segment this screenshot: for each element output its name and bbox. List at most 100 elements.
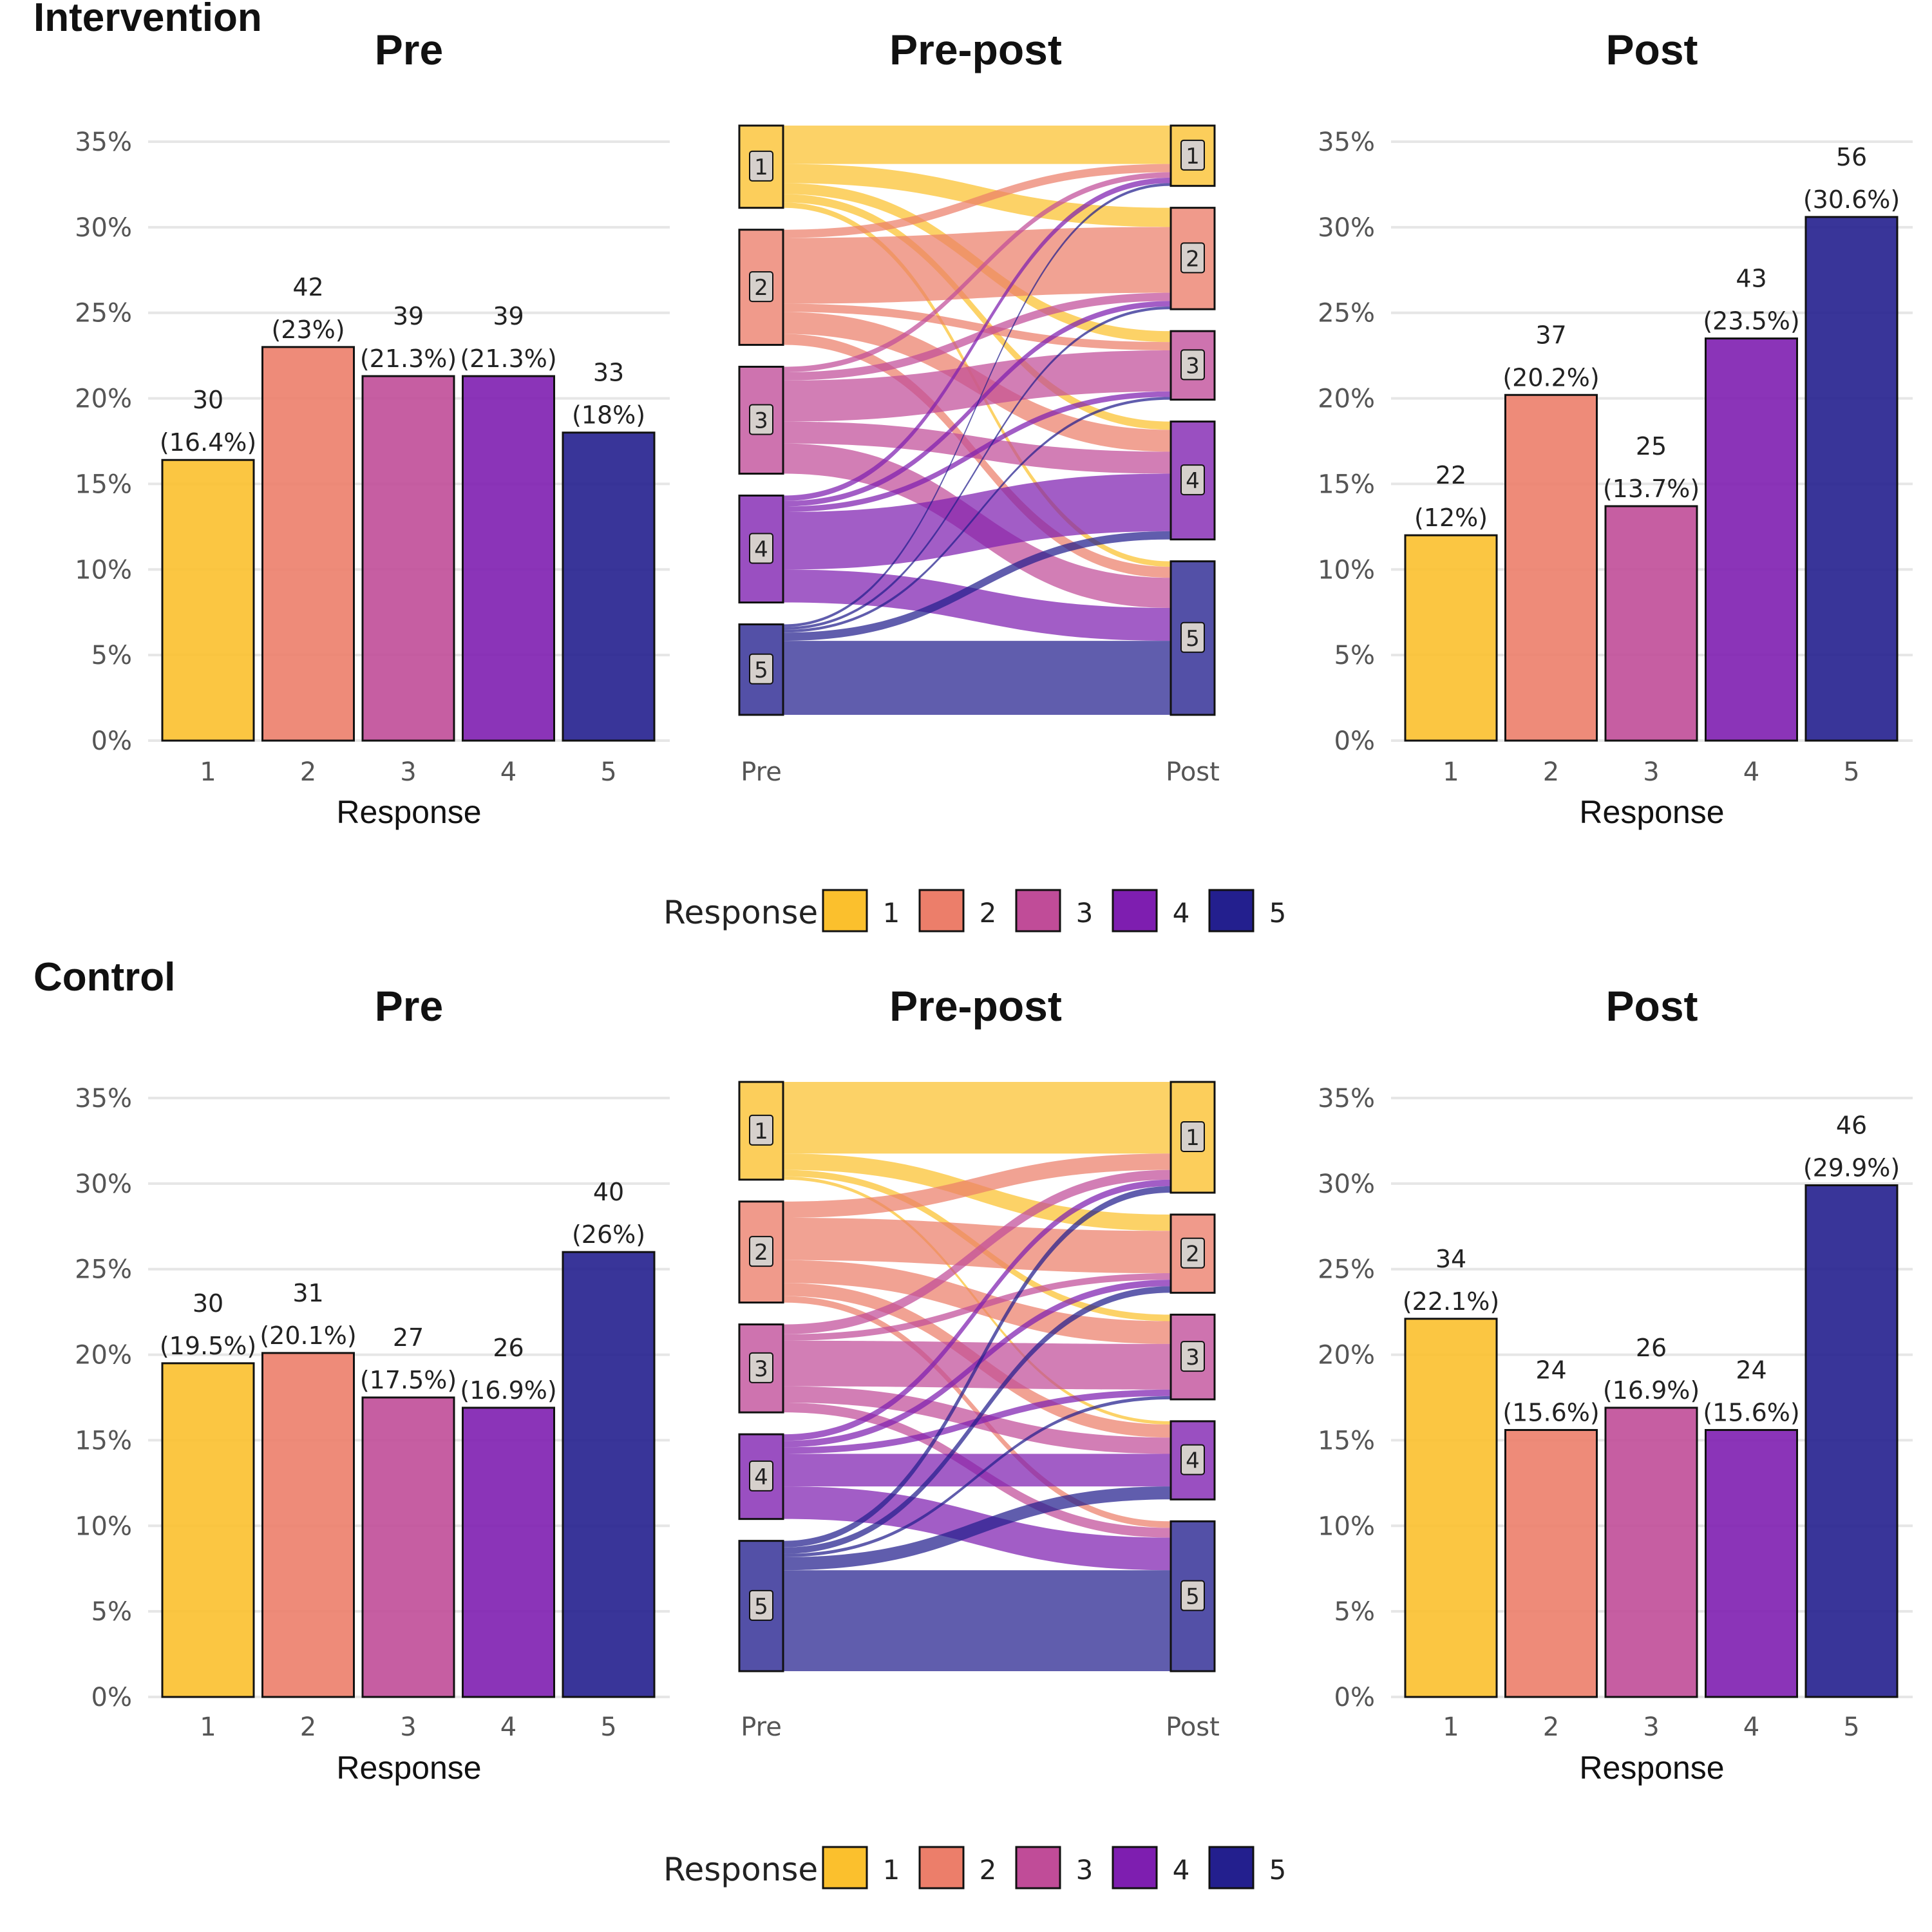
- y-tick-label: 25%: [1318, 1255, 1375, 1285]
- x-tick-label-post: Post: [1166, 757, 1220, 787]
- x-tick-label: 1: [200, 1712, 216, 1742]
- node-label-box: [749, 1460, 773, 1492]
- x-tick-label-post: Post: [1166, 1712, 1220, 1742]
- x-tick-label: 4: [500, 757, 516, 787]
- node-label: 1: [754, 1119, 768, 1144]
- bar-4: [1705, 1428, 1798, 1698]
- x-axis-title: Response: [1579, 1750, 1724, 1786]
- bar-percent-label: (16.9%): [460, 1376, 556, 1405]
- bar-percent-label: (23.5%): [1703, 307, 1799, 336]
- node-label-box: [749, 1114, 773, 1146]
- legend-swatch-5: [1208, 889, 1255, 933]
- legend-title: Response: [663, 1851, 818, 1888]
- y-tick-label: 15%: [1318, 1426, 1375, 1455]
- node-label: 2: [754, 275, 768, 301]
- bar-3: [1604, 1406, 1698, 1698]
- y-tick-label: 25%: [75, 299, 132, 328]
- node-label: 5: [754, 658, 768, 683]
- node-label: 4: [1186, 1448, 1200, 1474]
- legend-label: 1: [883, 1854, 900, 1886]
- legend-label: 5: [1269, 897, 1287, 929]
- flow-1-to-1: [783, 126, 1171, 164]
- y-tick-label: 25%: [75, 1255, 132, 1285]
- bar-count-label: 56: [1836, 143, 1867, 171]
- flow-1-to-1: [783, 1082, 1171, 1154]
- bar-percent-label: (19.5%): [160, 1332, 256, 1360]
- bar-chart-control-post: 0%5%10%15%20%25%30%35%34(22.1%)124(15.6%…: [1318, 982, 1913, 1786]
- legend-swatch-4: [1112, 1846, 1158, 1889]
- bar-percent-label: (26%): [572, 1220, 645, 1249]
- x-axis-title: Response: [1579, 794, 1724, 830]
- node-label-box: [749, 533, 773, 564]
- flow-5-to-2: [783, 1286, 1171, 1554]
- sankey-flows: [783, 126, 1171, 715]
- bar-3: [361, 1396, 455, 1698]
- flow-3-to-2: [783, 1273, 1171, 1341]
- legend-swatch-4: [1112, 889, 1158, 933]
- node-label: 4: [754, 1464, 768, 1490]
- bar-2: [1504, 393, 1598, 742]
- y-tick-label: 10%: [1318, 1511, 1375, 1541]
- bar-percent-label: (29.9%): [1803, 1154, 1900, 1182]
- flow-4-to-4: [783, 1454, 1171, 1487]
- y-tick-label: 0%: [91, 1683, 132, 1712]
- bar-count-label: 22: [1435, 461, 1466, 489]
- node-label-box: [1180, 1237, 1205, 1269]
- bar-count-label: 34: [1435, 1245, 1466, 1273]
- y-tick-label: 10%: [75, 555, 132, 585]
- bar-chart-intervention-post: 0% 5% 10% 15% 20% 25% 30% 35% 22 (12%) 1 37 (20.2%) 2…: [1318, 26, 1913, 830]
- y-tick-label: 35%: [75, 1084, 132, 1113]
- bar-percent-label: (22.1%): [1403, 1287, 1499, 1316]
- x-tick-label: 2: [1543, 757, 1559, 787]
- x-axis-title: Response: [336, 794, 481, 830]
- node-label-box: [749, 653, 773, 685]
- legend-label: 4: [1173, 1854, 1190, 1886]
- y-tick-label: 5%: [1334, 1597, 1375, 1627]
- flow-4-to-3: [783, 391, 1171, 513]
- y-tick-label: 10%: [1318, 555, 1375, 585]
- flow-2-to-3: [783, 303, 1171, 350]
- sankey-intervention: 1 2 3 4 5 1 2 3 4 5 Pre Post Pre-post: [738, 26, 1220, 787]
- node-label-box: [749, 271, 773, 303]
- panel-title: Pre-post: [889, 982, 1062, 1030]
- bar-3: [361, 375, 455, 742]
- legend-label: 5: [1269, 1854, 1287, 1886]
- legend-swatch-5: [1208, 1846, 1255, 1889]
- flow-2-to-5: [783, 1296, 1171, 1528]
- bar-percent-label: (20.1%): [260, 1321, 356, 1350]
- sankey-control: 1 2 3 4 5 1 2 3 4 5 Pre Post Pre-post: [738, 982, 1220, 1742]
- y-tick-label: 0%: [1334, 726, 1375, 756]
- flow-5-to-4: [783, 1486, 1171, 1571]
- legend-label: 4: [1173, 897, 1190, 929]
- legend-swatch-3: [1015, 1846, 1061, 1889]
- flow-2-to-1: [783, 164, 1171, 238]
- bar-count-label: 33: [593, 359, 624, 387]
- bar-count-label: 46: [1836, 1112, 1867, 1140]
- node-label: 1: [1186, 144, 1200, 169]
- y-tick-label: 5%: [91, 1597, 132, 1627]
- bar-count-label: 40: [593, 1178, 624, 1206]
- x-axis-title: Response: [336, 1750, 481, 1786]
- bar-chart-intervention-pre: 0% 5% 10% 15% 20% 25% 30% 35% 30 (16.4%) 1 42 (23%) 2…: [75, 26, 670, 830]
- node-label: 3: [1186, 353, 1200, 379]
- flow-4-to-4: [783, 473, 1171, 570]
- bar-4: [1705, 337, 1798, 742]
- legend-label: 3: [1076, 1854, 1094, 1886]
- x-tick-label: 1: [1443, 1712, 1459, 1742]
- flow-5-to-3: [783, 397, 1171, 633]
- bar-count-label: 42: [292, 273, 323, 301]
- x-tick-label: 5: [1843, 1712, 1859, 1742]
- node-label-box: [1180, 349, 1205, 381]
- x-tick-label: 2: [1543, 1712, 1559, 1742]
- y-tick-label: 10%: [75, 1511, 132, 1541]
- x-tick-label: 4: [500, 1712, 516, 1742]
- bar-5: [1804, 216, 1899, 742]
- bar-percent-label: (16.9%): [1603, 1376, 1700, 1405]
- y-tick-label: 35%: [75, 128, 132, 157]
- flow-3-to-4: [783, 421, 1171, 474]
- flow-5-to-1: [783, 183, 1171, 627]
- flow-3-to-1: [783, 1170, 1171, 1334]
- y-tick-label: 20%: [1318, 384, 1375, 414]
- bar-count-label: 24: [1535, 1356, 1566, 1384]
